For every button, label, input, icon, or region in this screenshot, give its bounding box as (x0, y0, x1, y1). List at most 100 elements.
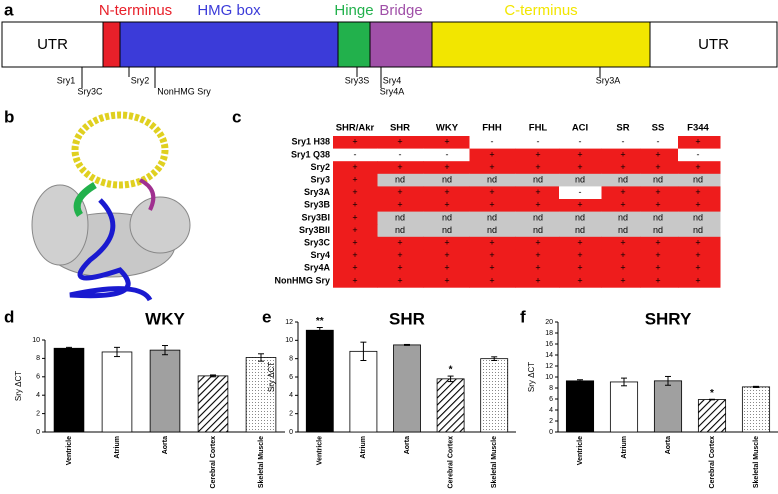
cell (640, 211, 679, 225)
cell-text: + (397, 187, 402, 197)
cell-text: + (444, 250, 449, 260)
column-header: WKY (436, 123, 459, 134)
domain-label: Hinge (334, 2, 373, 19)
row-label: Sry1 Q38 (291, 149, 330, 159)
domain (119, 21, 339, 68)
cell (423, 262, 470, 276)
bar (305, 329, 334, 433)
cell (423, 186, 470, 200)
cell (640, 236, 679, 250)
row-label: Sry4A (304, 263, 331, 273)
x-tick-label: Skeletal Muscle (258, 436, 265, 488)
significance: * (449, 365, 453, 376)
cell (377, 274, 424, 288)
domain-label: N-terminus (99, 2, 172, 19)
domain (649, 21, 778, 68)
cell (377, 186, 424, 200)
y-tick-label: 0 (549, 429, 553, 436)
cell (640, 148, 679, 162)
cell-text: + (444, 162, 449, 172)
y-axis-label: Sry ΔCT (527, 362, 536, 392)
y-tick-label: 2 (289, 411, 293, 418)
cell (377, 236, 424, 250)
cell-text: nd (533, 174, 543, 184)
cell-text: + (352, 212, 357, 222)
cell (377, 173, 424, 187)
column-header: F344 (687, 123, 709, 134)
cell-text: - (579, 137, 582, 147)
y-tick-label: 2 (549, 418, 553, 425)
cell-text: - (491, 137, 494, 147)
cell (515, 136, 560, 150)
cell-text: - (399, 149, 402, 159)
cell-text: + (655, 275, 660, 285)
cell (559, 211, 602, 225)
cell (601, 173, 641, 187)
cell (469, 161, 516, 175)
cell-text: nd (395, 225, 405, 235)
cell-text: nd (533, 225, 543, 235)
cell-text: + (655, 149, 660, 159)
cell-text: + (489, 263, 494, 273)
x-tick-label: Cerebral Cortex (709, 436, 716, 489)
domain-label: HMG box (197, 2, 261, 19)
marker-label: Sry2 (131, 75, 150, 85)
cell-text: + (577, 162, 582, 172)
column-header: FHH (482, 123, 502, 134)
cell-text: + (444, 237, 449, 247)
bar (393, 344, 421, 433)
cell-text: + (352, 162, 357, 172)
cell (469, 199, 516, 213)
cell (601, 224, 641, 238)
cell (559, 161, 602, 175)
y-tick-label: 4 (36, 392, 40, 399)
x-tick-label: Cerebral Cortex (210, 436, 217, 489)
y-tick-label: 10 (545, 374, 553, 381)
domain (1, 21, 104, 68)
column-header: SHR (390, 123, 410, 134)
cell (515, 173, 560, 187)
y-tick-label: 16 (545, 341, 553, 348)
cell (469, 148, 516, 162)
cell (515, 199, 560, 213)
cell-text: nd (487, 174, 497, 184)
cell-text: + (397, 162, 402, 172)
cell-text: + (655, 162, 660, 172)
cell (377, 262, 424, 276)
x-tick-label: Cerebral Cortex (447, 436, 454, 489)
row-label: NonHMG Sry (274, 275, 330, 285)
cell-text: + (577, 200, 582, 210)
cell-text: + (444, 275, 449, 285)
cell-text: + (352, 275, 357, 285)
cell (423, 236, 470, 250)
cell-text: nd (653, 212, 663, 222)
panel-label: f (520, 307, 526, 326)
cell-text: + (397, 250, 402, 260)
cell-text: + (535, 149, 540, 159)
domain-label: C-terminus (504, 2, 577, 19)
cell (559, 236, 602, 250)
cell-text: + (695, 250, 700, 260)
cell (559, 274, 602, 288)
cell (559, 199, 602, 213)
x-tick-label: Ventricle (577, 436, 584, 465)
cell-text: + (352, 187, 357, 197)
cell-text: + (352, 200, 357, 210)
cell (559, 224, 602, 238)
cell (515, 186, 560, 200)
cell-text: + (489, 200, 494, 210)
cell (377, 249, 424, 263)
cell-text: + (535, 200, 540, 210)
cell (333, 199, 378, 213)
marker-label: Sry3A (596, 75, 621, 85)
y-tick-label: 12 (285, 319, 293, 326)
cell-text: + (535, 250, 540, 260)
cell (333, 249, 378, 263)
cell-text: + (397, 200, 402, 210)
cell-text: - (446, 149, 449, 159)
row-label: Sry4 (310, 250, 330, 260)
cell (678, 136, 721, 150)
cell-text: nd (693, 174, 703, 184)
y-tick-label: 10 (285, 337, 293, 344)
